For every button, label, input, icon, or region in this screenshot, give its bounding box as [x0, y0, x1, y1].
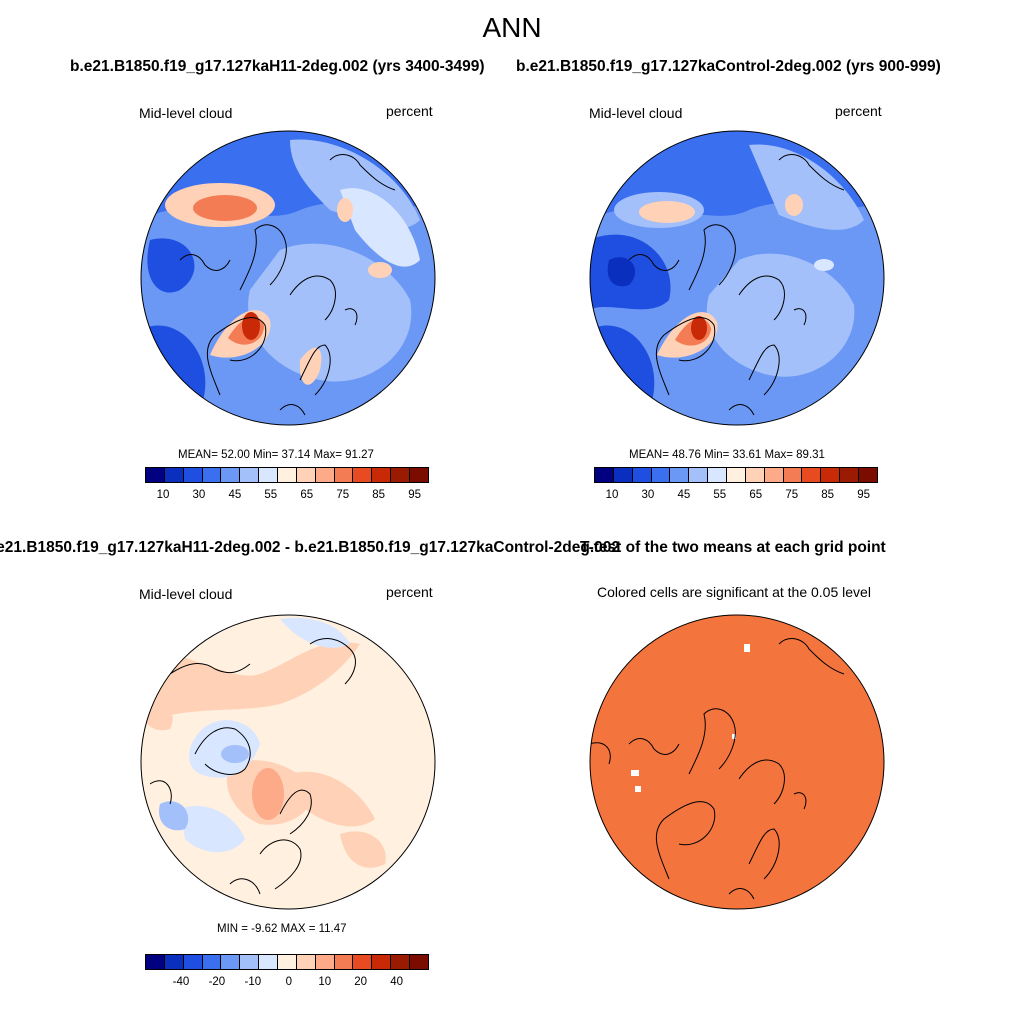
colorbar-segment [278, 468, 297, 482]
colorbar-segment [689, 468, 709, 482]
colorbar-segment [391, 468, 411, 482]
colorbar-segment [146, 955, 165, 969]
colorbar-segment [221, 955, 241, 969]
colorbar-segment [259, 468, 279, 482]
top-right-colorbar-ticks: 10 30 45 55 65 75 85 95 [594, 489, 878, 503]
difference-colorbar [145, 954, 429, 970]
colorbar-segment [859, 468, 877, 482]
top-left-stats: MEAN= 52.00 Min= 37.14 Max= 91.27 [178, 449, 374, 461]
colorbar-segment [164, 468, 184, 482]
ttest-title: T-test of the two means at each grid poi… [580, 539, 886, 556]
colorbar-tick-label: 95 [857, 489, 871, 501]
colorbar-segment [613, 468, 633, 482]
colorbar-tick-label: 45 [677, 489, 691, 501]
colorbar-segment [278, 955, 297, 969]
colorbar-segment [391, 955, 411, 969]
top-right-variable-label: Mid-level cloud [589, 105, 683, 121]
colorbar-segment [651, 468, 671, 482]
difference-title-text: b.e21.B1850.f19_g17.127kaH11-2deg.002 - … [0, 539, 620, 556]
colorbar-segment [840, 468, 860, 482]
colorbar-segment [745, 468, 765, 482]
top-right-colorbar [594, 467, 878, 483]
colorbar-segment [764, 468, 784, 482]
colorbar-segment [410, 955, 428, 969]
top-right-cloud-map [589, 130, 885, 426]
top-left-variable-label: Mid-level cloud [139, 105, 233, 121]
colorbar-segment [183, 955, 203, 969]
colorbar-tick-label: 65 [749, 489, 763, 501]
colorbar-segment [595, 468, 614, 482]
colorbar-segment [315, 468, 335, 482]
colorbar-segment [727, 468, 746, 482]
colorbar-tick-label: 75 [785, 489, 799, 501]
difference-colorbar-ticks: -40 -20 -10 0 10 20 40 [145, 976, 429, 990]
top-left-colorbar [145, 467, 429, 483]
colorbar-segment [183, 468, 203, 482]
colorbar-tick-label: 55 [264, 489, 278, 501]
bottom-left-variable-label: Mid-level cloud [139, 586, 233, 602]
colorbar-tick-label: -40 [172, 976, 190, 988]
colorbar-segment [164, 955, 184, 969]
bottom-left-units-label: percent [386, 584, 433, 600]
colorbar-tick-label: 95 [408, 489, 422, 501]
colorbar-segment [296, 955, 316, 969]
colorbar-segment [708, 468, 728, 482]
colorbar-segment [802, 468, 822, 482]
colorbar-tick-label: 10 [318, 976, 332, 988]
ttest-significance-map [589, 614, 885, 910]
left-case-title: b.e21.B1850.f19_g17.127kaH11-2deg.002 (y… [70, 58, 485, 75]
colorbar-tick-label: 85 [372, 489, 386, 501]
colorbar-segment [202, 955, 222, 969]
difference-title: b.e21.B1850.f19_g17.127kaH11-2deg.002 - … [0, 539, 620, 557]
colorbar-tick-label: 40 [390, 976, 404, 988]
top-left-units-label: percent [386, 103, 433, 119]
colorbar-segment [353, 955, 373, 969]
colorbar-segment [372, 468, 392, 482]
colorbar-segment [783, 468, 803, 482]
ttest-note: Colored cells are significant at the 0.0… [597, 584, 871, 600]
top-left-cloud-map [140, 130, 436, 426]
colorbar-segment [334, 468, 354, 482]
colorbar-tick-label: -20 [208, 976, 226, 988]
colorbar-segment [372, 955, 392, 969]
difference-map [140, 614, 436, 910]
top-right-stats: MEAN= 48.76 Min= 33.61 Max= 89.31 [629, 449, 825, 461]
colorbar-tick-label: 10 [156, 489, 170, 501]
colorbar-segment [410, 468, 428, 482]
colorbar-segment [353, 468, 373, 482]
colorbar-segment [334, 955, 354, 969]
colorbar-segment [240, 468, 260, 482]
figure-title: ANN [482, 12, 542, 43]
colorbar-tick-label: 30 [192, 489, 206, 501]
colorbar-segment [259, 955, 279, 969]
colorbar-tick-label: 85 [821, 489, 835, 501]
top-left-colorbar-ticks: 10 30 45 55 65 75 85 95 [145, 489, 429, 503]
colorbar-segment [146, 468, 165, 482]
top-right-units-label: percent [835, 103, 882, 119]
colorbar-segment [221, 468, 241, 482]
colorbar-tick-label: 45 [228, 489, 242, 501]
colorbar-tick-label: 0 [285, 976, 292, 988]
colorbar-segment [240, 955, 260, 969]
colorbar-tick-label: 30 [641, 489, 655, 501]
colorbar-tick-label: 65 [300, 489, 314, 501]
colorbar-tick-label: 75 [336, 489, 350, 501]
colorbar-segment [670, 468, 690, 482]
colorbar-segment [632, 468, 652, 482]
colorbar-segment [202, 468, 222, 482]
right-case-title: b.e21.B1850.f19_g17.127kaControl-2deg.00… [516, 58, 941, 75]
colorbar-segment [315, 955, 335, 969]
colorbar-tick-label: 20 [354, 976, 368, 988]
colorbar-tick-label: -10 [244, 976, 262, 988]
colorbar-segment [821, 468, 841, 482]
colorbar-tick-label: 10 [605, 489, 619, 501]
colorbar-tick-label: 55 [713, 489, 727, 501]
difference-stats: MIN = -9.62 MAX = 11.47 [217, 923, 347, 935]
colorbar-segment [296, 468, 316, 482]
